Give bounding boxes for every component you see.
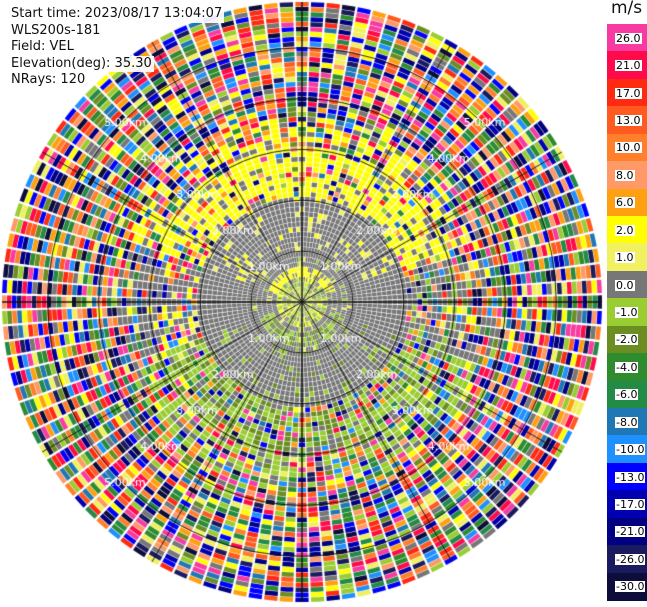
field-label: Field: VEL (9, 39, 76, 56)
colorbar-tick-label: 8.0 (615, 168, 635, 182)
instrument-label: WLS200s-181 (9, 22, 103, 39)
colorbar-tick-label: 26.0 (615, 31, 642, 45)
colorbar-tick-label: -1.0 (615, 306, 639, 319)
colorbar-tick-label: 0.0 (615, 278, 635, 292)
colorbar-tick-label: 1.0 (615, 251, 635, 265)
colorbar-tick-label: -8.0 (615, 415, 639, 429)
colorbar-tick-label: -6.0 (615, 388, 639, 402)
colorbar-tick-label: 17.0 (615, 86, 642, 100)
colorbar-tick-label: 13.0 (615, 114, 642, 127)
ppi-velocity-plot (0, 0, 607, 607)
colorbar-tick-label: 21.0 (615, 59, 642, 73)
elevation-label: Elevation(deg): 35.30 (9, 55, 154, 72)
nrays-label: NRays: 120 (9, 72, 88, 89)
colorbar-tick-label: -13.0 (615, 470, 646, 484)
colorbar-tick-label: 6.0 (615, 196, 635, 210)
scan-info: Start time: 2023/08/17 13:04:07 WLS200s-… (9, 6, 225, 89)
start-time-label: Start time: 2023/08/17 13:04:07 (9, 6, 225, 23)
colorbar-unit: m/s (611, 0, 643, 18)
colorbar-tick-label: 2.0 (615, 223, 635, 237)
colorbar-tick-label: -4.0 (615, 360, 639, 374)
colorbar-tick-label: -26.0 (615, 552, 646, 566)
colorbar-tick-label: 10.0 (615, 141, 642, 155)
colorbar-tick-label: -2.0 (615, 333, 639, 347)
colorbar-tick-label: -21.0 (615, 525, 646, 539)
colorbar-tick-label: -17.0 (615, 498, 646, 511)
colorbar-tick-label: -10.0 (615, 443, 646, 457)
colorbar: 26.0 21.0 17.0 13.0 10.0 8.0 6.0 2.0 1.0 0.0 -1.0 -… (607, 24, 647, 601)
colorbar-tick-label: -30.0 (615, 580, 646, 594)
